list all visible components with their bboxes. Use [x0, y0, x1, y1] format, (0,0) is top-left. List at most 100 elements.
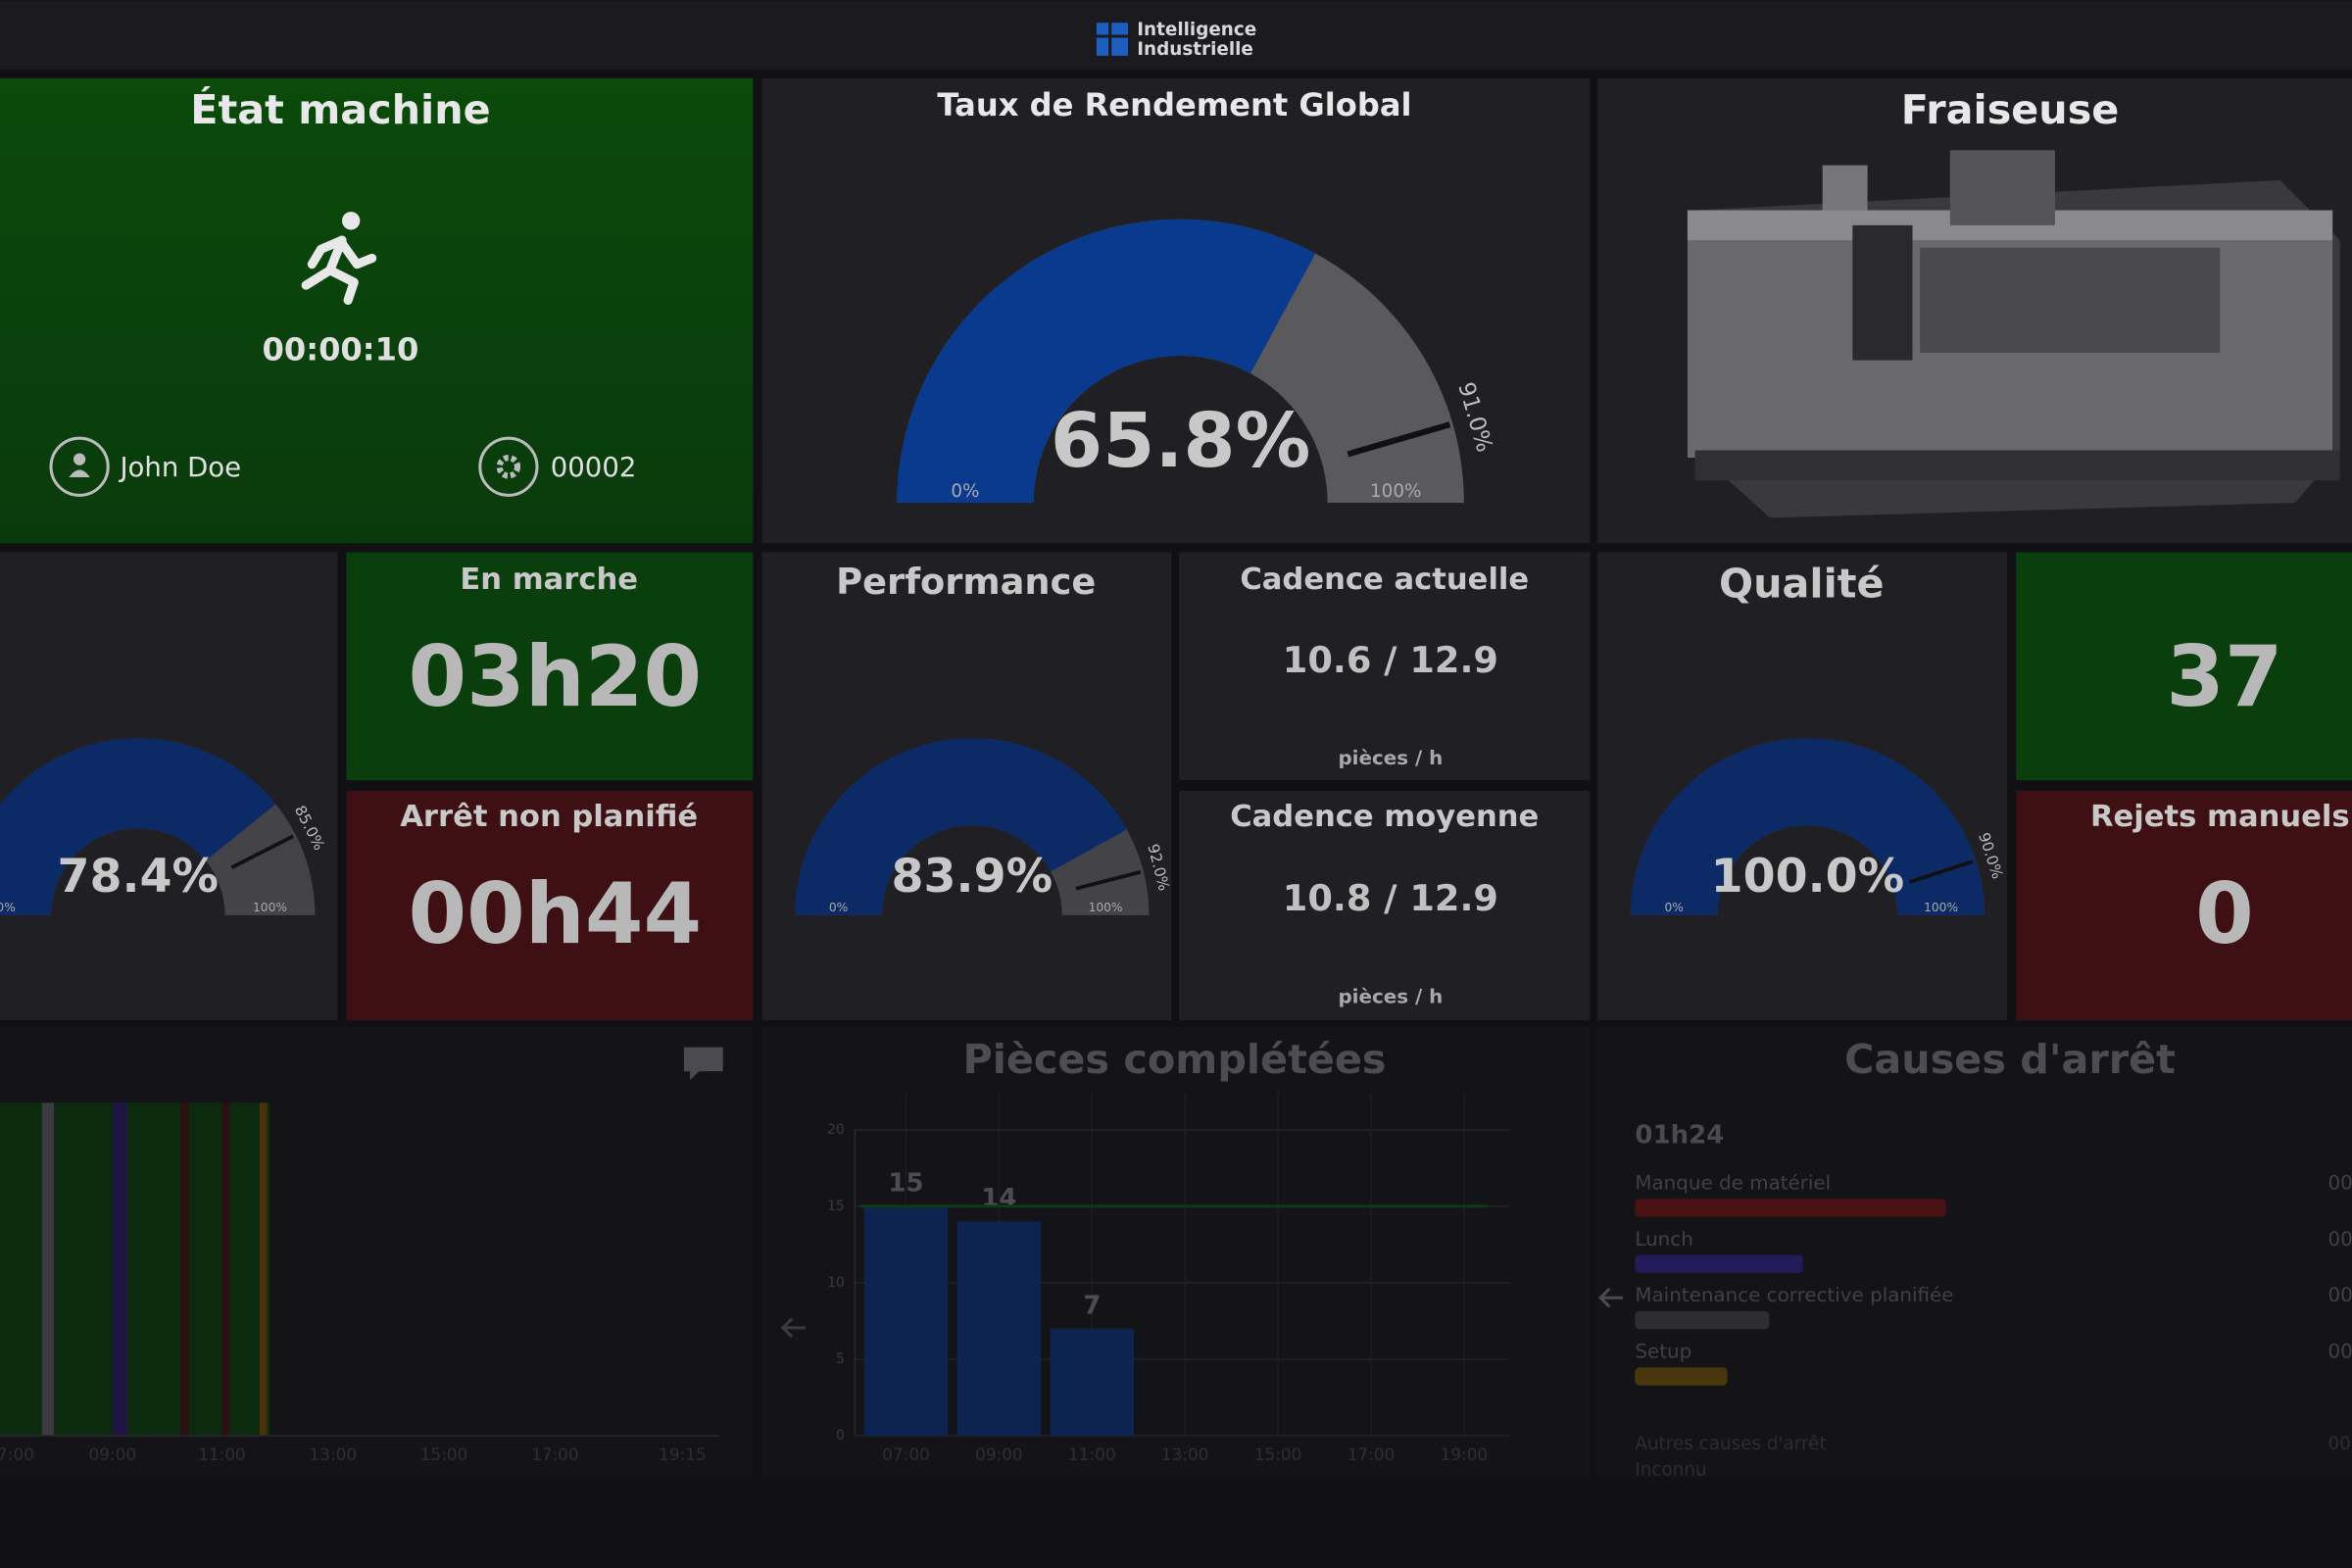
cause-name: Maintenance corrective planifiée — [1635, 1284, 1953, 1306]
other-causes-title: Autres causes d'arrêt — [1635, 1434, 1826, 1454]
layout: Intelligence Industrielle État machine 0… — [0, 0, 2352, 1481]
logo-text: Industrielle — [1137, 39, 1253, 60]
header-bar — [0, 0, 2352, 70]
card-title: Arrêt non planifié — [400, 800, 698, 834]
operator-icon-head — [74, 453, 86, 466]
bar — [863, 1205, 949, 1437]
cause-bar — [1635, 1367, 1728, 1386]
bar — [1050, 1328, 1134, 1437]
chart-title: Pièces complétées — [962, 1036, 1386, 1083]
x-tick-label: 09:00 — [975, 1445, 1022, 1464]
other-cause-duration: 00 — [2328, 1434, 2351, 1454]
y-tick-label: 15 — [827, 1199, 845, 1214]
cause-duration: 00 — [2328, 1284, 2352, 1306]
gauge-target — [1909, 859, 1974, 884]
gauge-min-label: 0% — [1664, 901, 1683, 914]
causes-total: 01h24 — [1635, 1120, 1724, 1150]
logo — [1096, 23, 1129, 56]
prev-arrow[interactable] — [1597, 1287, 1624, 1308]
panel-rejects — [2016, 790, 2352, 1021]
gauge-min-label: 0% — [829, 901, 848, 914]
other-cause: Inconnu — [1635, 1459, 1706, 1480]
bar-value-label: 14 — [981, 1184, 1016, 1213]
panel-cadence-current — [1179, 552, 1591, 781]
job-icon-gear — [496, 455, 521, 479]
card-value: 10.6 / 12.9 — [1283, 639, 1498, 681]
panel-title: Taux de Rendement Global — [937, 86, 1411, 123]
gauge-min-label: 0% — [951, 481, 979, 502]
job: 00002 — [551, 452, 637, 483]
prev-arrow[interactable] — [780, 1317, 806, 1339]
timeline-tick-label: 17:00 — [531, 1445, 579, 1464]
card-value: 0 — [2195, 865, 2254, 963]
bar-value-label: 7 — [1083, 1291, 1101, 1320]
card-value: 00h44 — [409, 865, 703, 963]
comment-icon[interactable] — [683, 1047, 723, 1081]
timeline-tick-label: 19:15 — [659, 1445, 707, 1464]
x-tick-label: 19:00 — [1441, 1445, 1489, 1464]
gauge-target — [230, 834, 294, 869]
x-tick-label: 15:00 — [1254, 1445, 1301, 1464]
x-tick-label: 13:00 — [1161, 1445, 1208, 1464]
card-value: 03h20 — [409, 628, 703, 726]
operator: John Doe — [118, 452, 241, 483]
gauge-target — [1075, 869, 1142, 891]
panel-title: Performance — [836, 561, 1096, 603]
cause-bar — [1635, 1311, 1770, 1330]
card-title: En marche — [460, 563, 638, 597]
panel-title: Fraiseuse — [1901, 86, 2120, 133]
dynamic: 91.0%65.8%0%100%85.0%78.4%0%100%92.0%83.… — [0, 219, 2352, 1464]
machine-image — [1687, 150, 2340, 518]
x-tick-label: 11:00 — [1068, 1445, 1115, 1464]
card-unit: pièces / h — [1338, 747, 1443, 769]
card-title: Rejets manuels — [2090, 800, 2350, 834]
gauge-value-label: 65.8% — [1051, 398, 1310, 485]
y-tick-label: 5 — [836, 1351, 845, 1367]
bar — [956, 1221, 1042, 1437]
logo-text: Intelligence — [1137, 20, 1256, 40]
timeline-tick-label: 09:00 — [89, 1445, 137, 1464]
panel-machine-state — [0, 77, 754, 544]
y-tick-label: 10 — [827, 1275, 845, 1291]
timeline-tick-label: 13:00 — [310, 1445, 358, 1464]
card-title: Cadence actuelle — [1240, 563, 1529, 597]
timeline-tick-label: 15:00 — [420, 1445, 468, 1464]
cause-duration: 00 — [2328, 1228, 2352, 1250]
panel-causes — [1597, 1027, 2352, 1478]
cause-duration: 00 — [2328, 1171, 2352, 1194]
panel-title: Causes d'arrêt — [1844, 1036, 2176, 1083]
timer: 00:00:10 — [263, 330, 419, 368]
card-value: 10.8 / 12.9 — [1283, 877, 1498, 919]
gauge-value-arc — [795, 738, 1127, 915]
timeline-bars — [0, 1102, 270, 1437]
gauge-value-arc — [897, 219, 1316, 504]
gauge-value-arc — [0, 738, 276, 915]
y-tick-label: 0 — [836, 1428, 845, 1444]
gauge-max-label: 100% — [1924, 901, 1958, 914]
running-icon — [301, 212, 377, 305]
panel-cadence-average — [1179, 790, 1591, 1021]
gauge-value-label: 100.0% — [1711, 850, 1905, 904]
panel-running — [346, 552, 754, 781]
cause-name: Setup — [1635, 1341, 1691, 1363]
timeline-tick-label: 07:00 — [0, 1445, 34, 1464]
bar-value-label: 15 — [888, 1168, 923, 1198]
cause-bar — [1635, 1254, 1803, 1273]
gauge-value-label: 78.4% — [58, 850, 220, 904]
gauge-target — [1347, 421, 1451, 458]
gauge-max-label: 100% — [1089, 901, 1123, 914]
panel-good-parts — [2016, 552, 2352, 781]
gauge-max-label: 100% — [1370, 481, 1422, 502]
panel-unplanned — [346, 790, 754, 1021]
card-unit: pièces / h — [1338, 986, 1443, 1008]
gauge-min-label: 0% — [0, 901, 16, 914]
card-value: 37 — [2166, 628, 2282, 726]
y-tick-label: 20 — [827, 1122, 845, 1138]
cause-bar — [1635, 1199, 1946, 1217]
gauge-max-label: 100% — [253, 901, 287, 914]
gauge-value-arc — [1630, 738, 1984, 915]
cause-duration: 00 — [2328, 1341, 2352, 1363]
x-tick-label: 07:00 — [882, 1445, 930, 1464]
